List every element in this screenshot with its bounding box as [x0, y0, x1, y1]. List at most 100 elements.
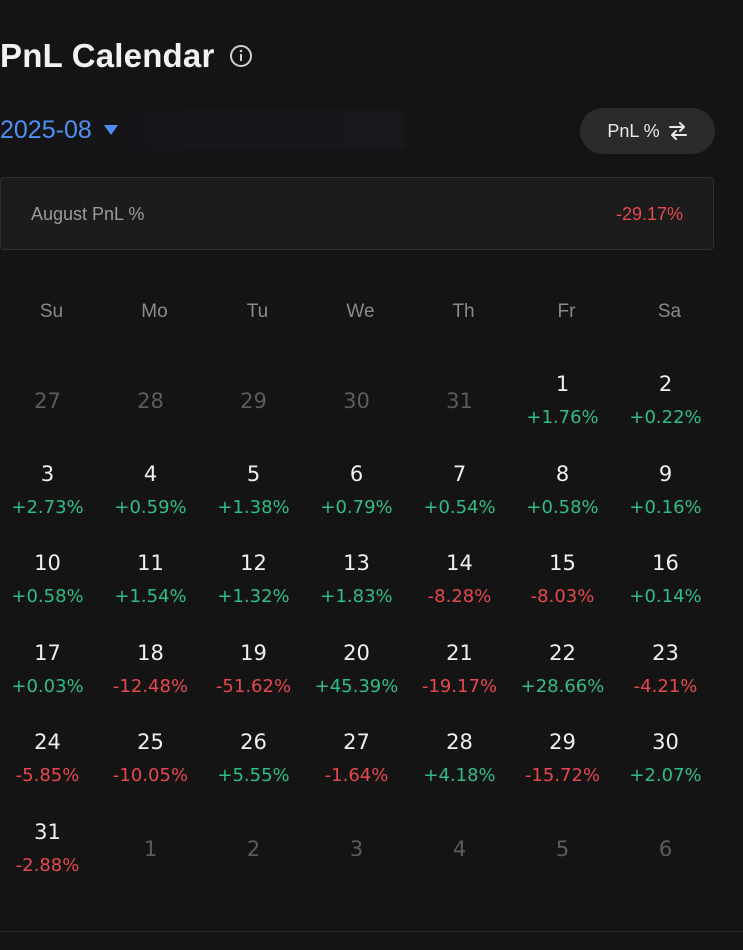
day-number: 21: [446, 640, 473, 665]
day-pnl-value: -8.03%: [530, 586, 595, 607]
calendar-day-outside-month: 29: [202, 356, 305, 446]
day-pnl-value: +1.76%: [526, 407, 599, 428]
calendar-day[interactable]: 25 -10.05%: [99, 714, 202, 804]
day-number: 11: [137, 551, 164, 575]
calendar-day[interactable]: 27 -1.64%: [305, 714, 408, 804]
calendar-day[interactable]: 5 +1.38%: [202, 446, 305, 536]
day-number: 3: [40, 461, 55, 486]
calendar-day[interactable]: 10 +0.58%: [0, 535, 99, 625]
day-number: 16: [652, 551, 679, 575]
calendar-day[interactable]: 4 +0.59%: [99, 446, 202, 536]
day-number: 17: [34, 640, 61, 665]
day-pnl-value: +4.18%: [423, 765, 496, 786]
month-select[interactable]: 2025-08: [0, 110, 405, 150]
day-number: 10: [34, 551, 61, 575]
day-number: 7: [452, 461, 467, 486]
day-pnl-value: +0.54%: [423, 496, 496, 518]
day-number: 8: [555, 461, 570, 486]
calendar-day[interactable]: 29 -15.72%: [511, 714, 614, 804]
calendar-day[interactable]: 26 +5.55%: [202, 714, 305, 804]
day-number: 2: [658, 372, 673, 396]
calendar-day[interactable]: 12 +1.32%: [202, 535, 305, 625]
calendar-day[interactable]: 22 +28.66%: [511, 625, 614, 715]
calendar-day[interactable]: 24 -5.85%: [0, 714, 99, 804]
calendar-day[interactable]: 3 +2.73%: [0, 446, 99, 536]
weekday-label: Th: [452, 301, 475, 322]
day-pnl-value: +0.14%: [629, 586, 702, 607]
calendar-day[interactable]: 28 +4.18%: [408, 714, 511, 804]
day-pnl-value: -12.48%: [112, 675, 189, 697]
calendar-day[interactable]: 17 +0.03%: [0, 625, 99, 715]
calendar-day[interactable]: 16 +0.14%: [614, 535, 717, 625]
calendar-day[interactable]: 1 +1.76%: [511, 356, 614, 446]
calendar-day[interactable]: 9 +0.16%: [614, 446, 717, 536]
day-number: 24: [34, 730, 61, 754]
day-number: 28: [137, 389, 164, 413]
day-number: 18: [137, 640, 164, 665]
page-title: PnL Calendar: [0, 37, 215, 74]
calendar-day[interactable]: 30 +2.07%: [614, 714, 717, 804]
day-number: 29: [240, 389, 267, 413]
calendar-day-outside-month: 2: [202, 804, 305, 894]
day-pnl-value: +0.03%: [11, 675, 84, 697]
day-pnl-value: +2.07%: [629, 765, 702, 786]
day-number: 30: [652, 730, 679, 754]
info-circle-icon[interactable]: [229, 44, 253, 68]
day-pnl-value: -8.28%: [427, 586, 492, 607]
day-number: 23: [652, 640, 679, 665]
calendar-day[interactable]: 13 +1.83%: [305, 535, 408, 625]
day-pnl-value: +1.38%: [217, 496, 290, 518]
summary-label: August PnL %: [31, 204, 145, 224]
pnl-mode-label: PnL %: [607, 120, 660, 141]
calendar-day-outside-month: 4: [408, 804, 511, 894]
day-pnl-value: -51.62%: [215, 675, 292, 697]
day-number: 6: [349, 461, 364, 486]
day-pnl-value: +1.54%: [114, 586, 187, 607]
calendar-day[interactable]: 15 -8.03%: [511, 535, 614, 625]
day-number: 20: [343, 640, 370, 665]
day-number: 3: [349, 836, 364, 861]
header: PnL Calendar: [0, 34, 253, 78]
calendar-day-outside-month: 30: [305, 356, 408, 446]
calendar-day[interactable]: 20 +45.39%: [305, 625, 408, 715]
day-number: 5: [246, 461, 261, 486]
calendar-day[interactable]: 23 -4.21%: [614, 625, 717, 715]
day-number: 2: [246, 836, 261, 861]
day-pnl-value: -15.72%: [524, 765, 601, 786]
calendar-day[interactable]: 2 +0.22%: [614, 356, 717, 446]
day-number: 26: [240, 730, 267, 754]
day-pnl-value: +0.79%: [320, 496, 393, 518]
weekday-label: Su: [39, 301, 64, 322]
day-pnl-value: +1.83%: [320, 586, 393, 607]
calendar-day[interactable]: 6 +0.79%: [305, 446, 408, 536]
calendar-day[interactable]: 14 -8.28%: [408, 535, 511, 625]
day-pnl-value: +0.58%: [526, 496, 599, 518]
day-number: 13: [343, 551, 370, 575]
weekday-label: Fr: [557, 301, 576, 322]
calendar-day[interactable]: 31 -2.88%: [0, 804, 99, 894]
calendar-day[interactable]: 11 +1.54%: [99, 535, 202, 625]
day-number: 1: [143, 836, 158, 861]
calendar-day[interactable]: 21 -19.17%: [408, 625, 511, 715]
toolbar: 2025-08 PnL %: [0, 108, 715, 154]
day-number: 12: [240, 551, 267, 575]
calendar-day-outside-month: 6: [614, 804, 717, 894]
day-number: 14: [446, 551, 473, 575]
day-number: 15: [549, 551, 576, 575]
calendar-day-outside-month: 31: [408, 356, 511, 446]
day-pnl-value: +0.58%: [11, 586, 84, 607]
day-pnl-value: +0.59%: [114, 496, 187, 518]
pnl-mode-toggle-button[interactable]: PnL %: [580, 108, 715, 154]
day-number: 9: [658, 461, 673, 486]
divider: [0, 931, 743, 932]
calendar-day[interactable]: 8 +0.58%: [511, 446, 614, 536]
caret-down-icon: [103, 125, 118, 135]
day-number: 22: [549, 640, 576, 665]
day-pnl-value: -19.17%: [421, 675, 498, 697]
calendar-day[interactable]: 19 -51.62%: [202, 625, 305, 715]
day-pnl-value: +1.32%: [217, 586, 290, 607]
day-number: 1: [555, 372, 570, 396]
calendar-day[interactable]: 18 -12.48%: [99, 625, 202, 715]
calendar-day-outside-month: 3: [305, 804, 408, 894]
calendar-day[interactable]: 7 +0.54%: [408, 446, 511, 536]
